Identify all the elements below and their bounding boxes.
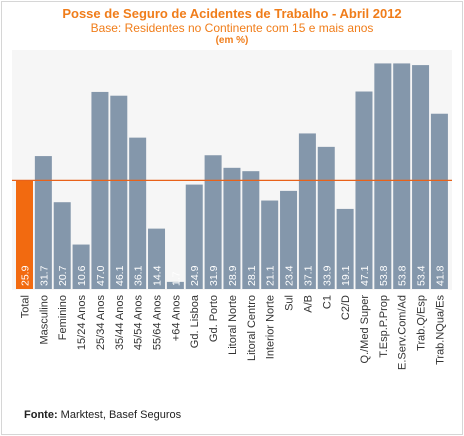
category-label-7: 55/64 Anos	[152, 295, 164, 351]
bar-8	[166, 281, 184, 289]
category-label-3: 15/24 Anos	[76, 295, 88, 351]
value-label-11: 28.9	[227, 265, 239, 286]
chart-subtitle: Base: Residentes no Continente com 15 e …	[90, 21, 374, 35]
bar-9	[185, 184, 203, 289]
category-label-2: Feminino	[57, 295, 69, 340]
bar-19	[374, 63, 392, 289]
value-label-8: 1.7	[170, 271, 182, 286]
category-label-5: 35/44 Anos	[114, 295, 126, 351]
bar-22	[430, 113, 448, 289]
chart-title: Posse de Seguro de Acidentes de Trabalho…	[62, 6, 402, 21]
category-label-6: 45/54 Anos	[133, 295, 145, 351]
source-label: Fonte:	[24, 409, 58, 421]
category-label-19: T.Esp.P.Prop	[378, 295, 390, 358]
value-label-6: 36.1	[133, 265, 145, 286]
value-label-20: 53.8	[397, 265, 409, 286]
category-label-13: Interior Norte	[265, 295, 277, 359]
bar-20	[393, 63, 411, 289]
source-text: Marktest, Basef Seguros	[60, 409, 182, 421]
bar-5	[110, 95, 128, 289]
category-label-17: C2/D	[340, 295, 352, 320]
category-label-18: Q./Med Super	[359, 295, 371, 364]
value-label-22: 41.8	[434, 265, 446, 286]
category-label-0: Total	[20, 295, 32, 318]
value-label-4: 47.0	[95, 265, 107, 286]
bar-1	[34, 156, 52, 289]
category-label-20: E.Serv.Com/Ad	[397, 295, 409, 370]
bar-14	[280, 190, 298, 289]
bar-11	[223, 167, 241, 289]
category-label-16: C1	[321, 295, 333, 309]
bar-7	[148, 228, 166, 289]
category-label-9: Gd. Lisboa	[189, 294, 201, 348]
value-label-0: 25.9	[20, 265, 32, 286]
source-note: Fonte: Marktest, Basef Seguros	[24, 409, 181, 421]
value-label-21: 53.4	[416, 265, 428, 286]
value-label-1: 31.7	[38, 265, 50, 286]
value-label-16: 33.9	[321, 265, 333, 286]
bar-16	[317, 146, 335, 289]
chart-unit-note: (em %)	[215, 35, 249, 46]
bar-15	[298, 133, 316, 289]
value-label-2: 20.7	[57, 265, 69, 286]
bar-21	[412, 65, 430, 289]
bar-0	[16, 180, 33, 289]
bar-18	[355, 91, 373, 289]
bar-12	[242, 171, 260, 289]
bar-10	[204, 155, 222, 289]
category-label-4: 25/34 Anos	[95, 295, 107, 351]
value-label-13: 21.1	[265, 265, 277, 286]
bar-4	[91, 91, 109, 290]
category-label-12: Litoral Centro	[246, 295, 258, 361]
value-label-9: 24.9	[189, 265, 201, 286]
value-label-14: 23.4	[284, 265, 296, 286]
category-label-22: Trab.NQua/Es	[434, 295, 446, 365]
value-label-19: 53.8	[378, 265, 390, 286]
bar-6	[129, 137, 147, 289]
category-label-10: Gd. Porto	[208, 295, 220, 342]
value-label-3: 10.6	[76, 265, 88, 286]
category-label-1: Masculino	[38, 295, 50, 345]
value-label-12: 28.1	[246, 265, 258, 286]
category-label-11: Litoral Norte	[227, 295, 239, 355]
bar-17	[336, 208, 354, 289]
value-label-15: 37.1	[302, 265, 314, 286]
category-label-8: +64 Anos	[170, 295, 182, 342]
category-label-14: Sul	[284, 295, 296, 311]
value-label-17: 19.1	[340, 265, 352, 286]
value-label-18: 47.1	[359, 265, 371, 286]
category-label-15: A/B	[302, 295, 314, 313]
value-label-10: 31.9	[208, 265, 220, 286]
bar-2	[53, 202, 71, 289]
bar-3	[72, 244, 90, 289]
value-label-5: 46.1	[114, 265, 126, 286]
bar-13	[261, 200, 279, 289]
value-label-7: 14.4	[152, 265, 164, 286]
category-label-21: Trab.Q/Esp	[416, 295, 428, 351]
